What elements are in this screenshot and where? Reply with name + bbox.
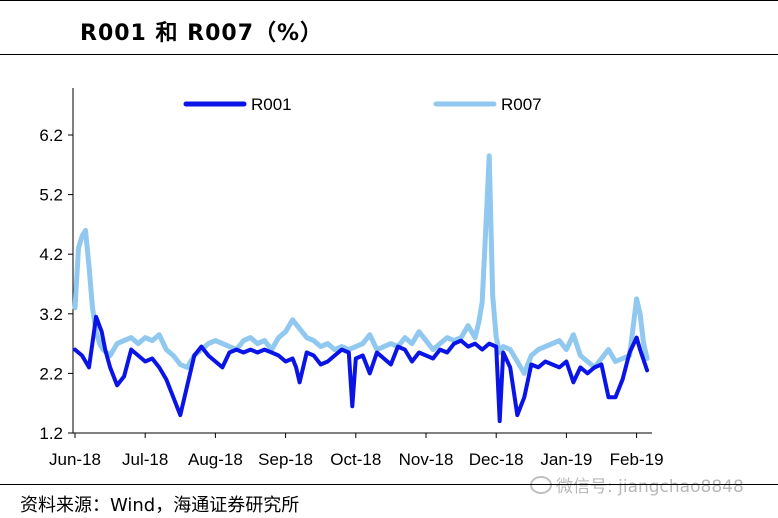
x-tick-label: Jul-18 <box>122 450 168 469</box>
series-line-r007 <box>72 153 650 376</box>
x-tick-label: Feb-19 <box>610 450 664 469</box>
wechat-icon <box>530 476 552 494</box>
x-tick-label: Sep-18 <box>258 450 313 469</box>
x-tick-label: Aug-18 <box>188 450 243 469</box>
y-tick-label: 1.2 <box>39 424 63 443</box>
legend-label-r007: R007 <box>501 95 542 114</box>
y-tick-label: 4.2 <box>39 245 63 264</box>
y-tick-label: 6.2 <box>39 126 63 145</box>
chart-title: R001 和 R007（%） <box>80 21 324 46</box>
title-bar: R001 和 R007（%） <box>0 0 778 55</box>
y-tick-label: 3.2 <box>39 305 63 324</box>
source-note: 资料来源：Wind，海通证券研究所 <box>20 495 300 516</box>
x-tick-label: Nov-18 <box>399 450 454 469</box>
x-tick-label: Oct-18 <box>330 450 381 469</box>
x-tick-label: Dec-18 <box>469 450 524 469</box>
y-tick-label: 5.2 <box>39 186 63 205</box>
watermark: 微信号: jiangchao8848 <box>530 472 744 497</box>
y-tick-label: 2.2 <box>39 364 63 383</box>
x-tick-label: Jan-19 <box>540 450 592 469</box>
legend-label-r001: R001 <box>251 95 292 114</box>
series-line-r001 <box>73 314 650 424</box>
x-tick-label: Jun-18 <box>49 450 101 469</box>
footer-divider <box>0 484 778 485</box>
watermark-text: 微信号: jiangchao8848 <box>556 477 744 497</box>
